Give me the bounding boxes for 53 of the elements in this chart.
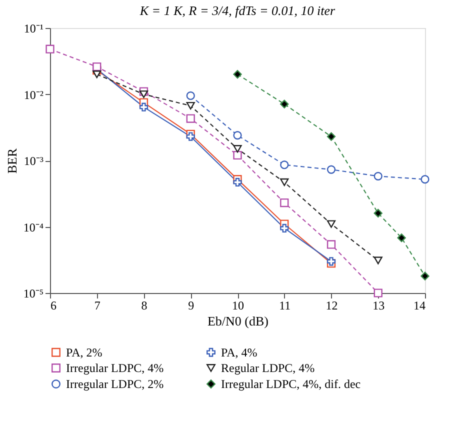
point xyxy=(139,90,148,98)
point xyxy=(92,70,102,78)
point xyxy=(233,70,242,79)
y-tick-label: 10⁻¹ xyxy=(24,22,44,36)
point xyxy=(186,91,195,100)
point xyxy=(280,224,289,233)
point xyxy=(374,208,382,218)
y-axis-title: BER xyxy=(4,148,20,174)
legend-label: Irregular LDPC, 4% xyxy=(66,361,164,375)
x-tick-label: 11 xyxy=(279,298,291,312)
point xyxy=(233,150,242,160)
y-tick-label: 10⁻⁴ xyxy=(23,220,44,234)
x-tick-label: 14 xyxy=(414,298,426,312)
point xyxy=(420,272,430,280)
x-tick-label: 7 xyxy=(94,298,100,312)
point xyxy=(186,102,195,110)
point xyxy=(374,172,382,180)
x-tick-label: 10 xyxy=(232,298,244,312)
point xyxy=(374,288,382,298)
legend-label: Irregular LDPC, 4%, dif. dec xyxy=(221,377,361,391)
point xyxy=(326,240,336,249)
x-tick-label: 13 xyxy=(372,298,385,312)
point xyxy=(280,178,289,186)
point xyxy=(233,178,242,187)
point xyxy=(233,131,242,140)
point xyxy=(186,114,195,123)
x-axis-title: Eb/N0 (dB) xyxy=(207,314,269,328)
point xyxy=(186,132,195,141)
legend-label: PA, 2% xyxy=(66,345,102,360)
point xyxy=(420,175,430,184)
y-tick-label: 10⁻² xyxy=(24,88,44,102)
legend-label: Regular LDPC, 4% xyxy=(221,361,315,375)
y-tick-label: 10⁻⁵ xyxy=(23,286,44,300)
point xyxy=(139,102,148,112)
point xyxy=(233,145,242,153)
point xyxy=(326,220,336,228)
x-tick-label: 8 xyxy=(141,298,148,312)
y-tick-label: 10⁻³ xyxy=(24,154,44,168)
point xyxy=(46,44,54,54)
x-tick-label: 9 xyxy=(188,298,194,312)
point xyxy=(326,132,336,141)
legend-label: Irregular LDPC, 2% xyxy=(66,377,164,391)
legend-label: PA, 4% xyxy=(221,345,258,360)
point xyxy=(280,100,289,108)
point xyxy=(280,160,289,170)
chart-title: K = 1 K, R = 3/4, fdTs = 0.01, 10 iter xyxy=(138,3,336,18)
x-tick-label: 6 xyxy=(50,298,56,312)
x-tick-label: 12 xyxy=(326,298,338,312)
point xyxy=(397,234,406,242)
point xyxy=(374,256,382,264)
point xyxy=(280,198,289,208)
point xyxy=(326,165,336,174)
point xyxy=(92,62,102,72)
